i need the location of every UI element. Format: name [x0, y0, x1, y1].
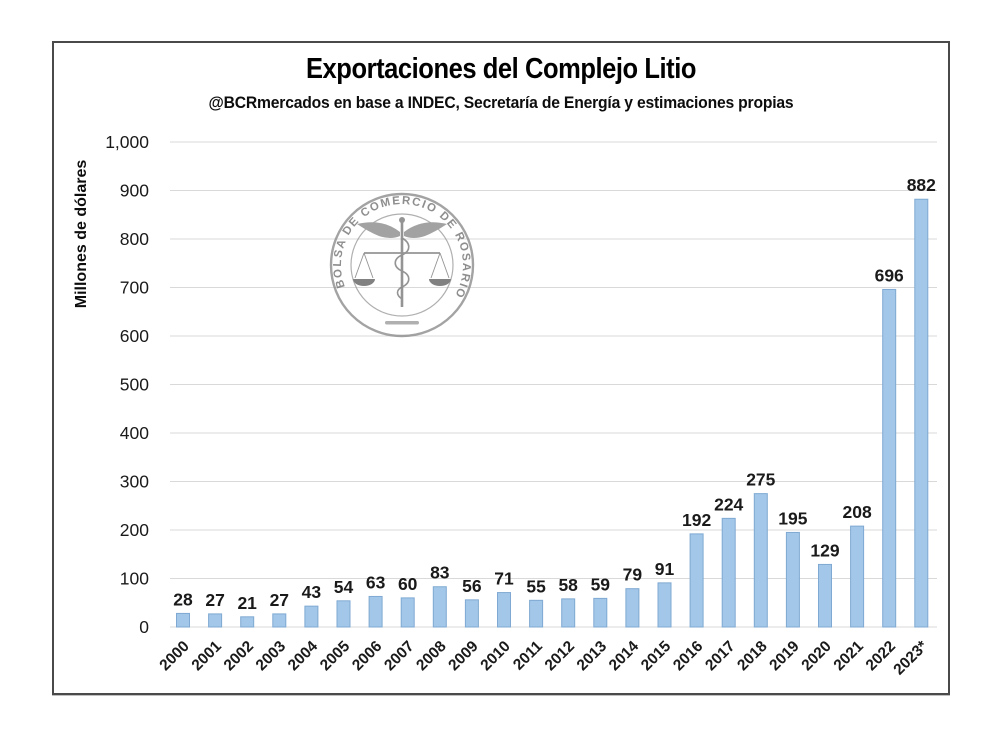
bar-2021 — [850, 525, 865, 628]
bar-2018 — [753, 493, 768, 628]
chart-subtitle: @BCRmercados en base a INDEC, Secretaría… — [208, 94, 794, 112]
bar-2011 — [529, 599, 544, 628]
bar-value-label-2011: 55 — [526, 576, 546, 596]
bar-value-label-2006: 63 — [366, 572, 386, 592]
bar-2002 — [240, 616, 255, 628]
xtick-2005: 2005 — [317, 638, 354, 675]
ytick-800: 800 — [120, 229, 149, 249]
bar-2009 — [464, 599, 479, 628]
bar-chart-plot: 0 100 200 300 400 500 600 700 800 900 1,000 Millon… — [73, 132, 937, 678]
xtick-2021: 2021 — [831, 638, 868, 675]
xtick-2007: 2007 — [381, 638, 417, 674]
ytick-700: 700 — [120, 278, 149, 298]
bar-2008 — [432, 586, 447, 628]
bar-value-label-2005: 54 — [334, 577, 354, 597]
bar-value-label-2019: 195 — [778, 508, 807, 528]
bar-2022 — [882, 288, 897, 628]
bar-value-label-2007: 60 — [398, 574, 418, 594]
bar-2014 — [625, 588, 640, 628]
gridlines — [170, 141, 937, 628]
bar-value-label-2012: 58 — [558, 575, 578, 595]
bar-value-label-2023*: 882 — [907, 175, 936, 195]
bar-2023* — [914, 198, 929, 628]
chart-frame: Exportaciones del Complejo Litio @BCRmer… — [52, 41, 950, 695]
xtick-2016: 2016 — [670, 638, 707, 675]
ytick-900: 900 — [120, 181, 149, 201]
bar-value-label-2004: 43 — [302, 582, 322, 602]
bar-value-label-2008: 83 — [430, 563, 450, 583]
bar-2003 — [272, 613, 287, 628]
bar-2004 — [304, 605, 319, 628]
ytick-200: 200 — [120, 520, 149, 540]
xtick-2002: 2002 — [221, 638, 257, 674]
xtick-2001: 2001 — [189, 638, 226, 675]
bar-value-label-2020: 129 — [810, 540, 839, 560]
xtick-2003: 2003 — [253, 638, 290, 675]
bar-value-label-2014: 79 — [623, 565, 643, 585]
xtick-2019: 2019 — [766, 638, 803, 675]
ytick-1,000: 1,000 — [105, 132, 149, 152]
xtick-2009: 2009 — [445, 638, 482, 675]
bar-2012 — [561, 598, 576, 628]
bar-2007 — [400, 597, 415, 628]
ytick-600: 600 — [120, 326, 149, 346]
bar-value-label-2010: 71 — [494, 569, 514, 589]
xtick-2013: 2013 — [574, 638, 611, 675]
bar-value-label-2016: 192 — [682, 510, 711, 530]
bar-2015 — [657, 582, 672, 628]
y-axis-tick-labels: 0 100 200 300 400 500 600 700 800 900 1,000 — [105, 132, 149, 637]
logo-outer-ring — [329, 192, 475, 338]
logo-bottom-text-smudge — [385, 321, 419, 325]
bar-2001 — [208, 613, 223, 628]
xtick-2000: 2000 — [156, 638, 192, 674]
bar-value-label-2018: 275 — [746, 470, 775, 490]
bar-value-label-2002: 21 — [237, 593, 257, 613]
xtick-2014: 2014 — [606, 638, 643, 675]
chart-title: Exportaciones del Complejo Litio — [305, 53, 697, 85]
bar-value-label-2000: 28 — [173, 589, 193, 609]
x-axis-year-labels: 2000200120022003200420052006200720082009… — [156, 637, 931, 678]
bar-2017 — [721, 517, 736, 628]
y-axis-title: Millones de dólares — [73, 160, 90, 309]
xtick-2004: 2004 — [285, 638, 322, 675]
bar-value-label-2022: 696 — [875, 265, 904, 285]
bolsa-comercio-rosario-logo: BOLSA DE COMERCIO DE ROSARIO — [329, 192, 475, 338]
ytick-0: 0 — [139, 617, 149, 637]
bar-2013 — [593, 597, 608, 628]
xtick-2008: 2008 — [413, 638, 450, 675]
caduceus-scales-icon — [353, 217, 451, 307]
xtick-2023*: 2023* — [890, 637, 931, 678]
bar-value-label-2013: 59 — [591, 574, 611, 594]
xtick-2010: 2010 — [477, 638, 513, 674]
bar-value-label-2021: 208 — [842, 502, 871, 522]
bar-2000 — [176, 612, 190, 628]
bar-value-label-2017: 224 — [714, 494, 743, 514]
bar-value-label-2009: 56 — [462, 576, 482, 596]
ytick-500: 500 — [120, 375, 149, 395]
bar-2016 — [689, 533, 704, 628]
bar-2019 — [785, 531, 800, 628]
xtick-2017: 2017 — [702, 638, 738, 674]
xtick-2011: 2011 — [510, 638, 546, 674]
xtick-2012: 2012 — [542, 638, 578, 674]
bar-2020 — [818, 563, 832, 628]
ytick-400: 400 — [120, 423, 149, 443]
bar-value-labels: 28 27 21 27 43 54 63 60 83 56 71 55 58 59 79 91 19222427… — [173, 175, 936, 613]
xtick-2018: 2018 — [734, 638, 771, 675]
bar-value-label-2001: 27 — [205, 590, 224, 610]
logo-inner-ring — [350, 213, 454, 317]
xtick-2006: 2006 — [349, 638, 386, 675]
ytick-100: 100 — [120, 569, 149, 589]
bars — [176, 198, 929, 628]
bar-2005 — [336, 600, 351, 628]
xtick-2020: 2020 — [798, 638, 834, 674]
bar-value-label-2015: 91 — [655, 559, 675, 579]
bar-2010 — [497, 592, 511, 628]
ytick-300: 300 — [120, 472, 149, 492]
xtick-2015: 2015 — [638, 638, 675, 675]
bar-2006 — [368, 595, 383, 628]
bar-value-label-2003: 27 — [270, 590, 289, 610]
